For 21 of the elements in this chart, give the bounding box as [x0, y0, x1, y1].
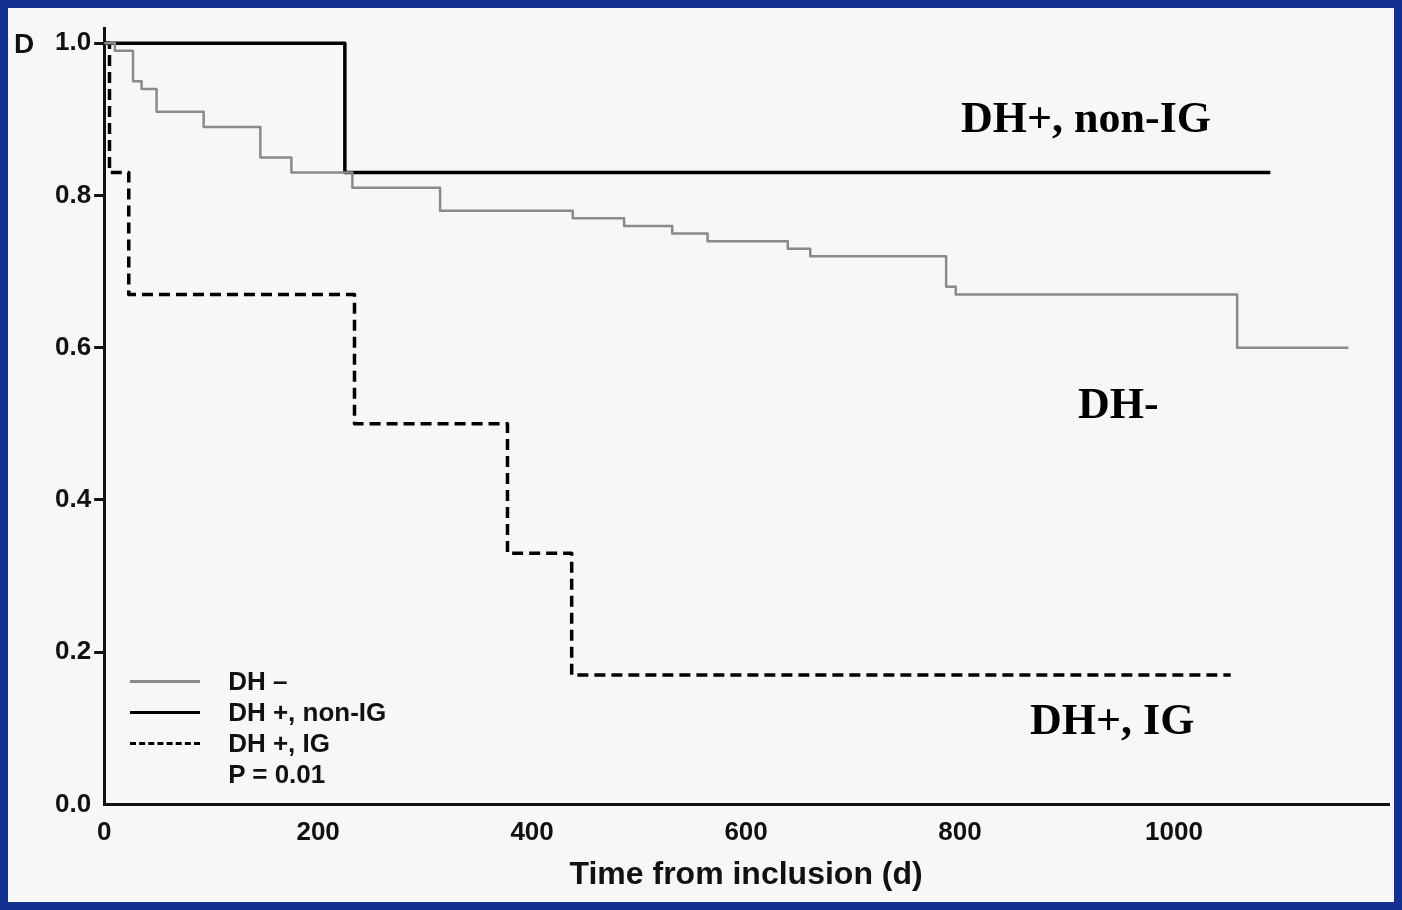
x-tick-label: 800	[938, 816, 982, 847]
y-tick-label: 0.6	[54, 330, 92, 361]
x-tick-label: 200	[296, 816, 340, 847]
x-tick-label: 1000	[1145, 816, 1203, 847]
x-tick-label: 600	[724, 816, 768, 847]
y-tick-label: 0.2	[54, 635, 92, 666]
legend-label: DH +, IG	[228, 728, 330, 760]
y-tick-label: 0.4	[54, 483, 92, 514]
y-tick-label: 0.0	[54, 787, 92, 818]
legend-label: DH –	[228, 666, 288, 698]
legend-label: DH +, non-IG	[228, 697, 387, 729]
x-tick-label: 0	[96, 816, 112, 847]
annotation: DH+, non-IG	[961, 92, 1212, 143]
annotation: DH-	[1078, 378, 1159, 429]
x-axis-title: Time from inclusion (d)	[569, 854, 923, 891]
y-tick-label: 1.0	[54, 26, 92, 57]
y-tick-label: 0.8	[54, 178, 92, 209]
text: D	[14, 28, 35, 60]
annotation: P = 0.01	[228, 759, 327, 791]
x-tick-label: 400	[510, 816, 554, 847]
annotation: DH+, IG	[1030, 694, 1195, 745]
